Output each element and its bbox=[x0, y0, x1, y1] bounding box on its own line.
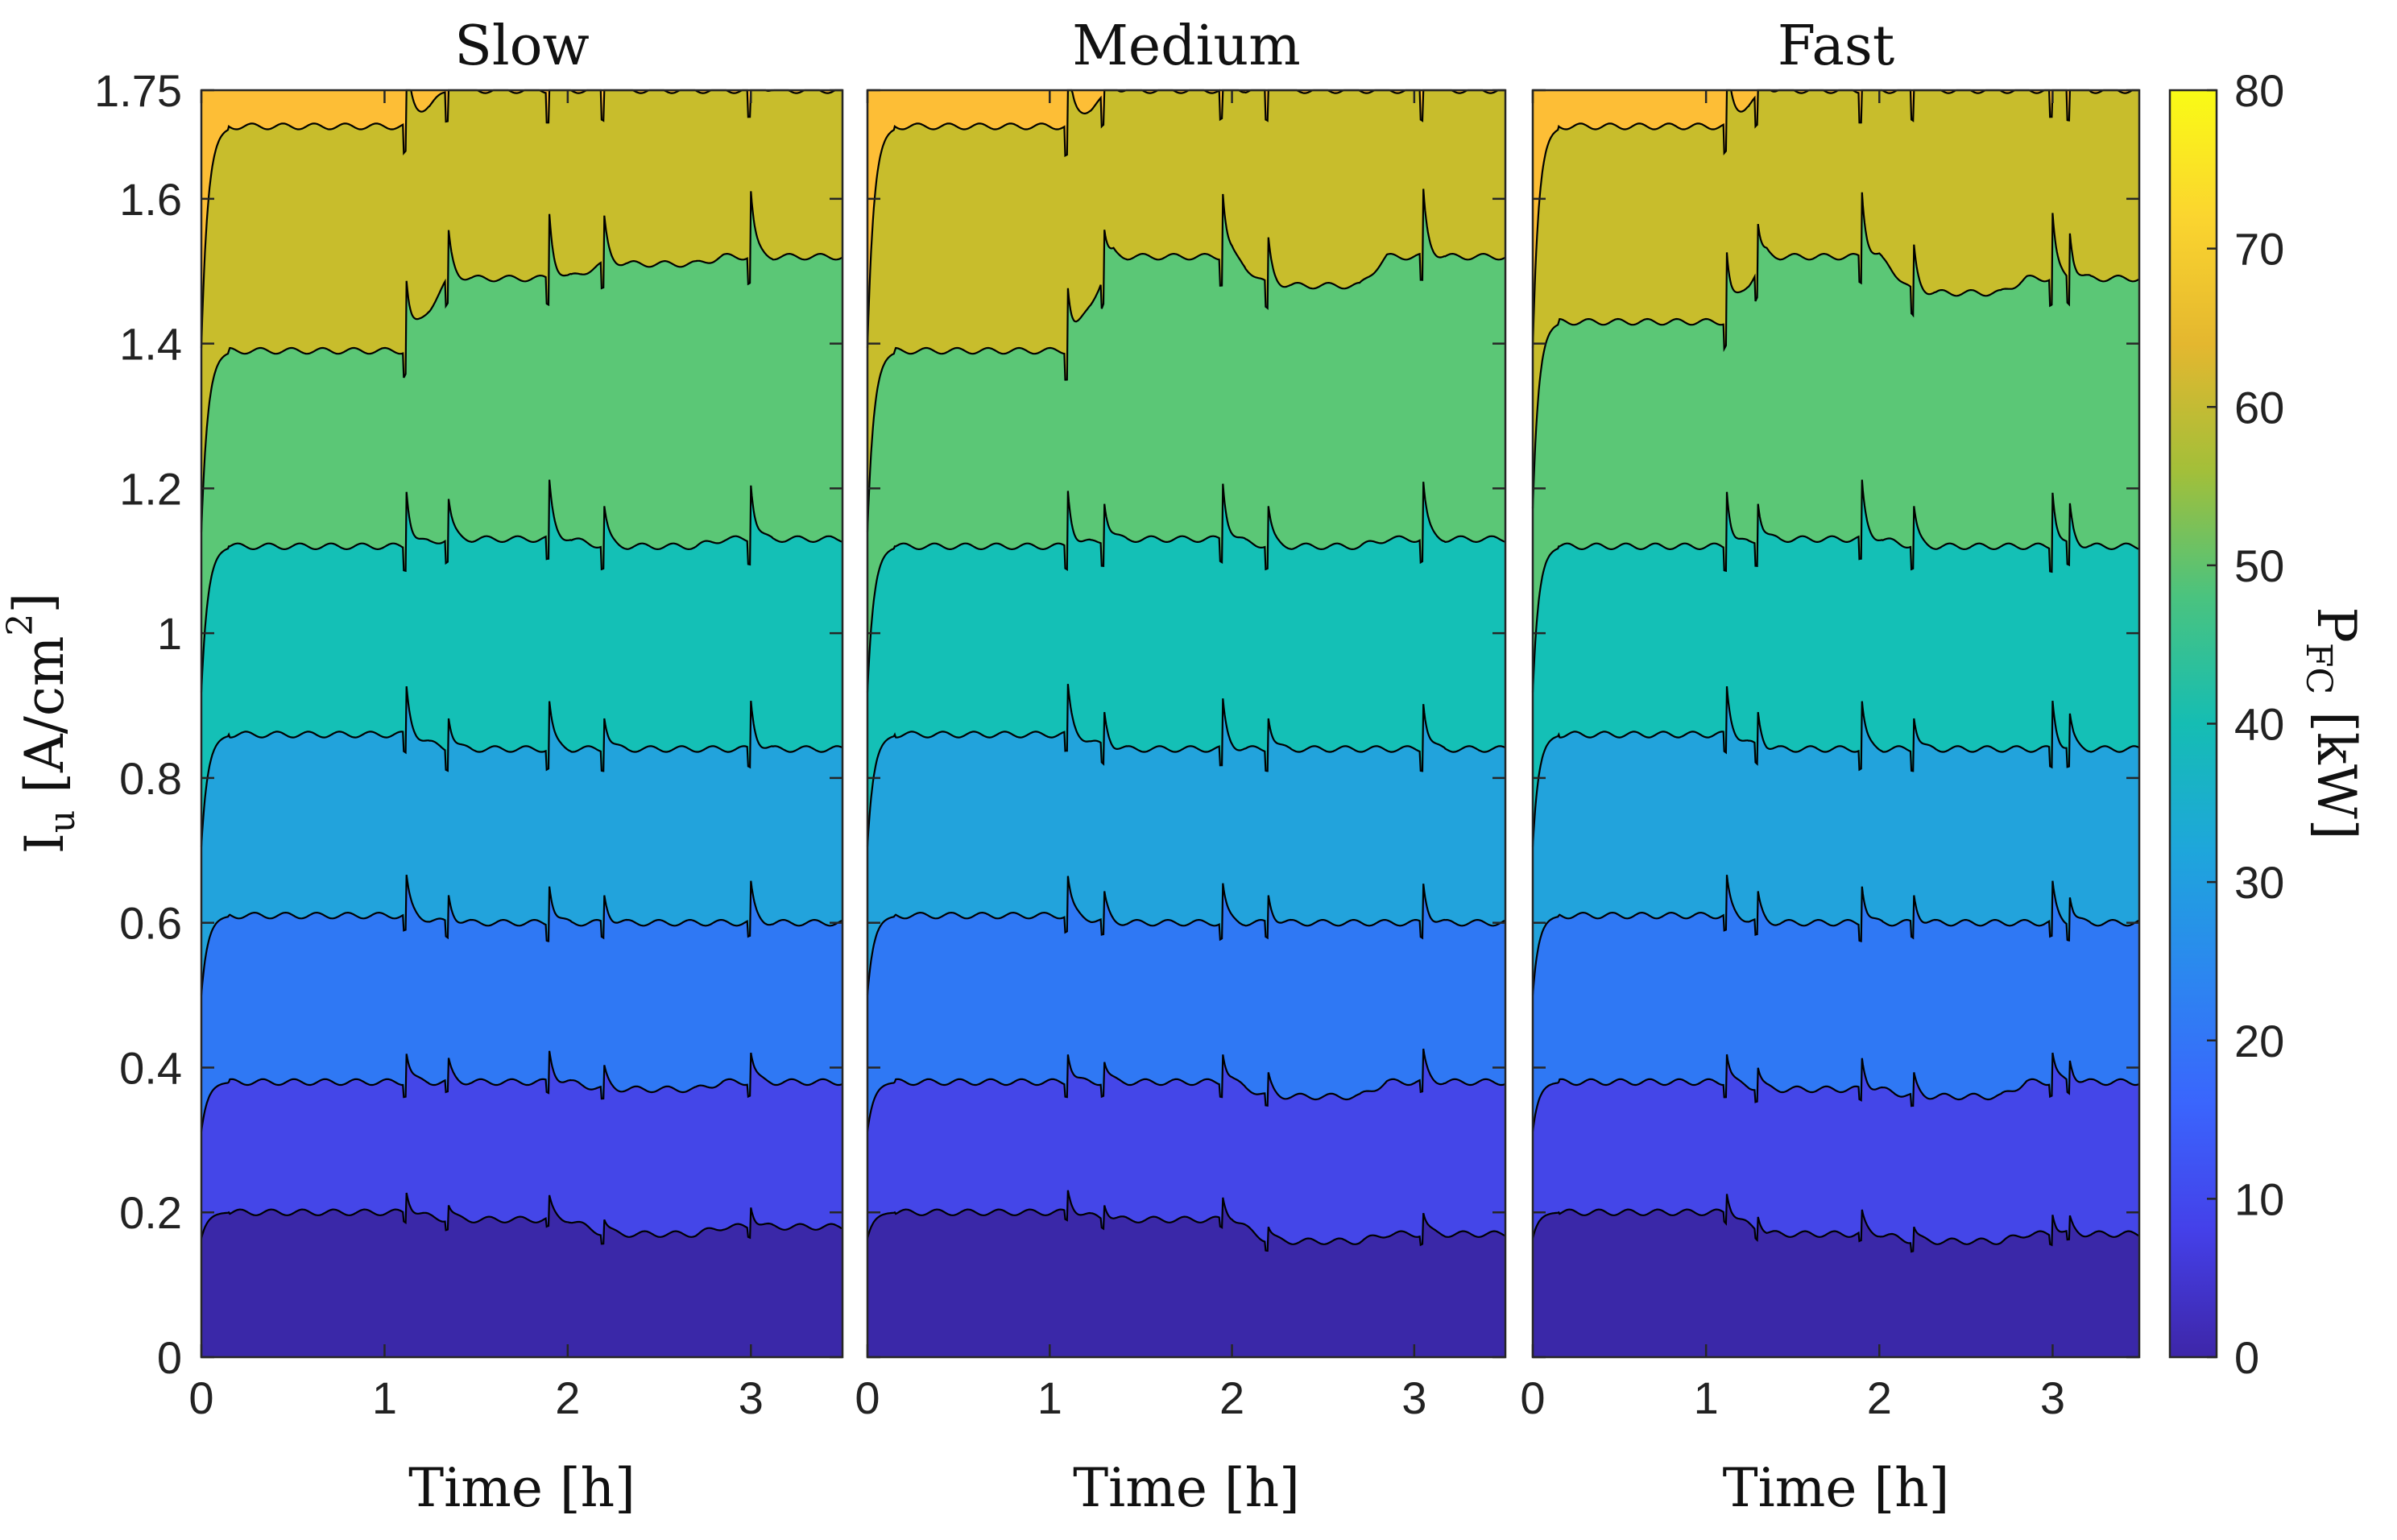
x-tick-label: 3 bbox=[2040, 1372, 2065, 1423]
x-axis-label: Time [h] bbox=[1073, 1457, 1300, 1519]
contour-band bbox=[867, 90, 1505, 348]
y-tick-label: 0.6 bbox=[119, 898, 182, 949]
x-tick-label: 3 bbox=[739, 1372, 764, 1423]
colorbar-label-part: P bbox=[2305, 607, 2367, 643]
y-tick-label: 1.2 bbox=[119, 463, 182, 514]
y-tick-label: 0 bbox=[157, 1332, 182, 1383]
contour-line bbox=[866, 89, 1505, 349]
contour-line bbox=[1531, 479, 2140, 693]
y-tick-label: 1.75 bbox=[94, 65, 182, 116]
axes-frame bbox=[866, 89, 1507, 1359]
x-tick-label: 0 bbox=[188, 1372, 213, 1423]
contour-line bbox=[1531, 192, 2140, 509]
x-tick-label: 2 bbox=[1867, 1372, 1892, 1423]
contour-line bbox=[200, 191, 843, 532]
colorbar-tick-label: 20 bbox=[2234, 1016, 2284, 1066]
x-tick-label: 2 bbox=[555, 1372, 580, 1423]
contour-line bbox=[200, 89, 842, 349]
contour-line bbox=[200, 1050, 843, 1132]
y-tick-label: 1 bbox=[157, 608, 182, 659]
x-tick-label: 1 bbox=[1037, 1372, 1062, 1423]
panel-title: Medium bbox=[1072, 14, 1300, 78]
contour-line bbox=[200, 685, 843, 847]
y-axis-label-part: u bbox=[42, 810, 83, 833]
contour-line bbox=[866, 684, 1506, 847]
contour-line bbox=[866, 876, 1506, 996]
colorbar-tick-label: 40 bbox=[2234, 699, 2284, 750]
contour-line bbox=[1531, 1194, 2140, 1253]
contour-line bbox=[200, 875, 843, 996]
x-tick-label: 1 bbox=[372, 1372, 397, 1423]
contour-band bbox=[1533, 90, 2139, 508]
contour-band bbox=[867, 90, 1505, 532]
contour-line bbox=[1531, 1052, 2140, 1132]
y-tick-label: 1.4 bbox=[119, 319, 182, 370]
x-tick-label: 3 bbox=[1401, 1372, 1426, 1423]
colorbar-tick-label: 60 bbox=[2234, 382, 2284, 433]
colorbar-tick-label: 70 bbox=[2234, 224, 2284, 275]
x-tick-label: 1 bbox=[1694, 1372, 1719, 1423]
y-tick-label: 0.4 bbox=[119, 1042, 182, 1093]
contour-line bbox=[866, 1190, 1506, 1252]
colorbar-tick-label: 0 bbox=[2234, 1332, 2259, 1383]
colorbar-tick-label: 50 bbox=[2234, 540, 2284, 591]
y-axis-label: Iu [A/cm2] bbox=[0, 593, 83, 854]
y-axis-label-part: [A/cm bbox=[14, 636, 76, 810]
contour-line bbox=[200, 1192, 843, 1245]
y-axis-label-part: I bbox=[14, 833, 76, 854]
contour-line bbox=[1531, 686, 2140, 847]
contour-line bbox=[866, 482, 1506, 693]
contour-line bbox=[1531, 89, 2139, 349]
colorbar-tick-label: 80 bbox=[2234, 65, 2284, 116]
y-tick-label: 0.2 bbox=[119, 1187, 182, 1238]
panel-title: Slow bbox=[454, 14, 589, 78]
contour-band bbox=[1533, 90, 2139, 348]
x-tick-label: 0 bbox=[1520, 1372, 1545, 1423]
colorbar-label-part: [kW] bbox=[2305, 694, 2367, 839]
x-tick-label: 2 bbox=[1219, 1372, 1244, 1423]
contour-band bbox=[201, 90, 842, 532]
y-tick-label: 1.6 bbox=[119, 174, 182, 225]
panel-title: Fast bbox=[1778, 14, 1894, 78]
contour-line bbox=[866, 188, 1506, 532]
contour-line bbox=[866, 1048, 1506, 1132]
x-axis-label: Time [h] bbox=[1723, 1457, 1950, 1519]
colorbar-tick-label: 30 bbox=[2234, 857, 2284, 908]
colorbar-label: PFC [kW] bbox=[2298, 607, 2367, 840]
contour-line bbox=[200, 479, 843, 693]
colorbar-tick-label: 10 bbox=[2234, 1174, 2284, 1224]
contour-band bbox=[201, 90, 842, 348]
axes-frame bbox=[1531, 89, 2141, 1359]
y-axis-label-part: ] bbox=[2, 593, 64, 614]
x-tick-label: 0 bbox=[855, 1372, 880, 1423]
axes-frame bbox=[200, 89, 844, 1359]
x-axis-label: Time [h] bbox=[408, 1457, 635, 1519]
contour-line bbox=[1531, 875, 2140, 996]
colorbar-label-part: FC bbox=[2298, 643, 2339, 694]
y-tick-label: 0.8 bbox=[119, 753, 182, 804]
y-axis-label-part: 2 bbox=[0, 614, 41, 636]
